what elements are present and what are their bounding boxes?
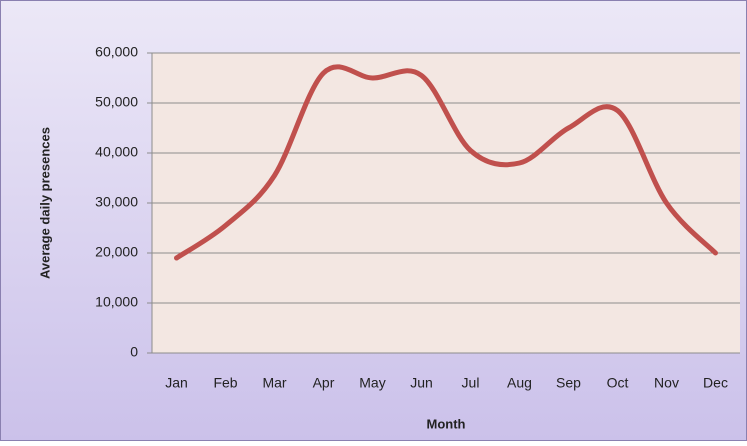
- line-series: [174, 64, 718, 261]
- x-tick-label: Apr: [313, 375, 335, 391]
- x-tick-label: May: [359, 375, 385, 391]
- x-tick-label: Jul: [462, 375, 480, 391]
- y-tick-label: 30,000: [95, 194, 138, 210]
- x-tick-label: Sep: [556, 375, 581, 391]
- y-tick-label: 50,000: [95, 94, 138, 110]
- x-tick-label: Nov: [654, 375, 679, 391]
- x-tick-label: Oct: [607, 375, 629, 391]
- y-tick-label: 10,000: [95, 294, 138, 310]
- x-axis-title: Month: [427, 416, 466, 431]
- y-tick-label: 40,000: [95, 144, 138, 160]
- x-tick-label: Jun: [410, 375, 433, 391]
- y-tick-label: 60,000: [95, 44, 138, 60]
- x-tick-label: Feb: [213, 375, 237, 391]
- x-tick-label: Jan: [165, 375, 188, 391]
- y-tick-label: 0: [130, 344, 138, 360]
- x-tick-label: Mar: [262, 375, 286, 391]
- y-axis-title: Average daily presences: [37, 127, 52, 279]
- x-tick-label: Aug: [507, 375, 532, 391]
- y-tick-label: 20,000: [95, 244, 138, 260]
- x-tick-label: Dec: [703, 375, 728, 391]
